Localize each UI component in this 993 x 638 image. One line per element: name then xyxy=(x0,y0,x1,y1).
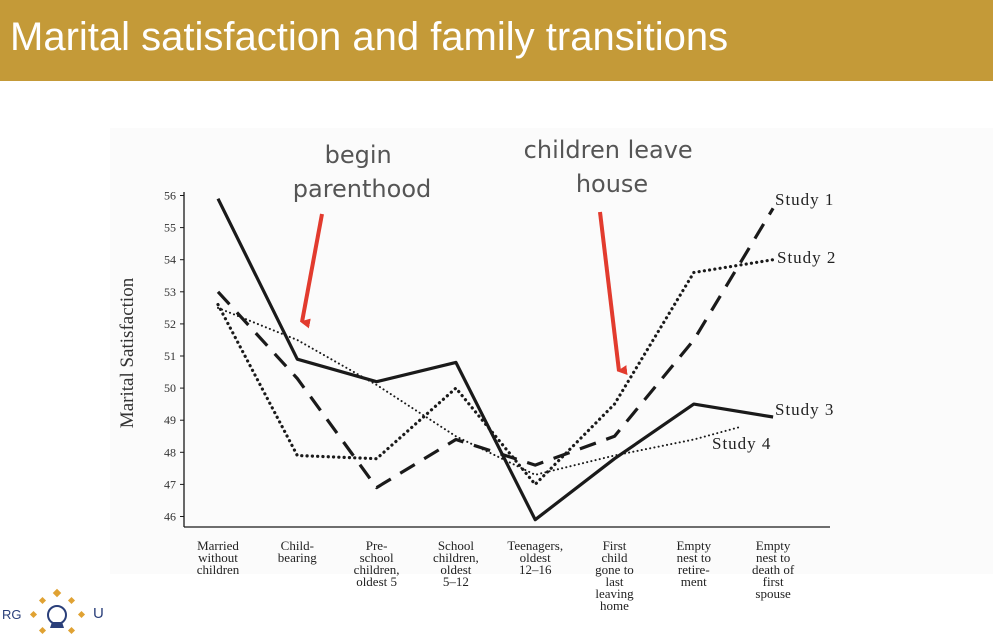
series-lines xyxy=(216,197,775,522)
x-tick-label: Empty nest to retire-ment xyxy=(676,538,711,589)
y-tick-label: 47 xyxy=(164,477,176,491)
title-bar: Marital satisfaction and family transiti… xyxy=(0,0,993,81)
annotation-children-leave: children leave house xyxy=(524,136,701,198)
logo-right-text: U xyxy=(93,605,104,622)
x-tick-label: Teenagers, oldest 12–16 xyxy=(507,538,563,577)
series-line-study-1 xyxy=(216,207,775,490)
y-tick-label: 49 xyxy=(164,413,176,427)
arrow-children-leave xyxy=(598,211,628,376)
series-label-study-3: Study 3 xyxy=(775,400,834,419)
x-ticks: Married without children Child-bearing Pre-s… xyxy=(197,538,795,613)
y-tick-label: 52 xyxy=(164,317,176,331)
y-tick-label: 48 xyxy=(164,445,176,459)
series-line-study-2 xyxy=(216,258,775,486)
x-tick-label: Empty nest to death of first spouse xyxy=(752,538,795,601)
series-line-study-4 xyxy=(217,306,743,476)
series-label-study-4: Study 4 xyxy=(712,434,771,453)
svg-text:Study 2: Study 2 xyxy=(777,248,836,267)
y-tick-label: 54 xyxy=(164,253,176,267)
svg-text:Study 1: Study 1 xyxy=(775,190,834,209)
series-line-study-3 xyxy=(216,197,774,522)
marital-satisfaction-chart: 46 47 48 49 50 51 52 53 54 55 56 Marital Satisfact… xyxy=(110,128,993,613)
slide-title: Marital satisfaction and family transiti… xyxy=(10,15,729,59)
university-logo: RG U xyxy=(0,574,130,638)
y-tick-label: 51 xyxy=(164,349,176,363)
arrow-parenthood xyxy=(300,213,324,329)
x-tick-label: Child-bearing xyxy=(278,538,317,565)
x-tick-label: Pre-school children, oldest 5 xyxy=(354,538,400,589)
x-tick-label: Married without children xyxy=(197,538,240,577)
annotation-leave-line-2: house xyxy=(576,170,648,198)
series-label-study-1: Study 1 xyxy=(775,190,834,209)
annotation-begin-parenthood: begin parenthood xyxy=(293,141,431,203)
series-label-study-2: Study 2 xyxy=(777,248,836,267)
y-tick-label: 56 xyxy=(164,189,176,203)
logo-emblem-icon xyxy=(29,588,86,635)
y-axis-label: Marital Satisfaction xyxy=(117,277,138,428)
y-tick-label: 50 xyxy=(164,381,176,395)
svg-text:Study 4: Study 4 xyxy=(712,434,771,453)
chart-background xyxy=(110,128,993,574)
y-ticks: 46 47 48 49 50 51 52 53 54 55 56 xyxy=(164,189,184,524)
y-tick-label: 53 xyxy=(164,285,176,299)
logo-left-text: RG xyxy=(2,607,22,622)
y-tick-label: 55 xyxy=(164,221,176,235)
x-tick-label: School children, oldest 5–12 xyxy=(433,538,479,589)
y-tick-label: 46 xyxy=(164,510,176,524)
annotation-parenthood-line-2: parenthood xyxy=(293,175,431,203)
x-tick-label: First child gone to last leaving home xyxy=(595,538,634,613)
annotation-parenthood-line-1: begin xyxy=(325,141,392,169)
annotation-leave-line-1: children leave xyxy=(524,136,693,164)
svg-text:Study 3: Study 3 xyxy=(775,400,834,419)
